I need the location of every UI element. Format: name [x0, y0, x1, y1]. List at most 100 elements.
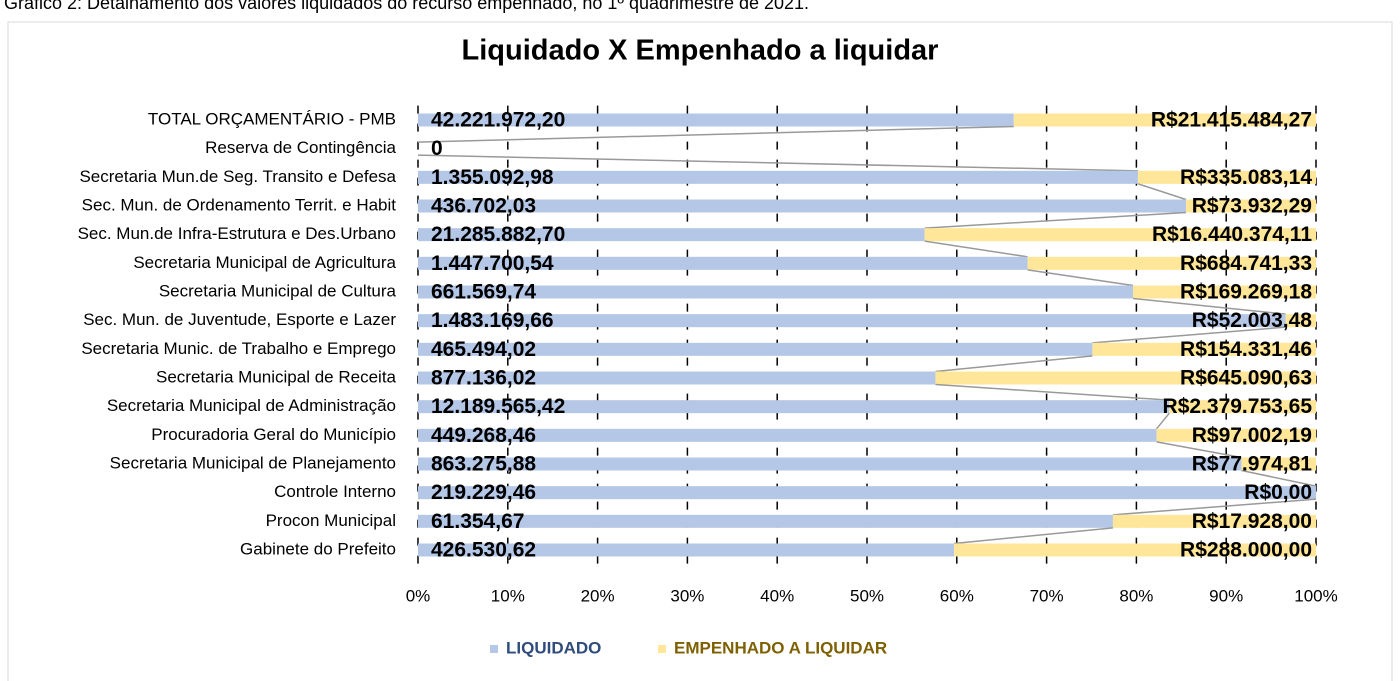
- bar-segment: [1137, 170, 1316, 184]
- bar-segment: [935, 371, 1316, 385]
- bar-segment: [418, 199, 1186, 213]
- value-label: 21.285.882,70: [431, 223, 565, 246]
- x-tick-label: 50%: [850, 586, 884, 605]
- value-label: 42.221.972,20: [431, 109, 565, 132]
- category-label: Sec. Mun. de Juventude, Esporte e Lazer: [83, 310, 396, 329]
- series-line: [1155, 412, 1170, 430]
- legend-label: EMPENHADO A LIQUIDAR: [674, 638, 887, 657]
- x-tick-label: 30%: [670, 586, 704, 605]
- category-label: Secretaria Munic. de Trabalho e Emprego: [81, 339, 396, 358]
- series-line: [1241, 469, 1317, 487]
- series-line: [1132, 297, 1286, 315]
- legend-swatch: [490, 645, 498, 653]
- bar-segment: [418, 486, 1316, 500]
- bar-segment: [418, 457, 1242, 471]
- chart-title: Liquidado X Empenhado a liquidar: [462, 35, 939, 67]
- value-label: R$97.002,19: [1192, 424, 1312, 447]
- x-tick-label: 40%: [760, 586, 794, 605]
- bar-segment: [418, 113, 1014, 127]
- category-label: TOTAL ORÇAMENTÁRIO - PMB: [148, 109, 396, 128]
- x-tick-label: 20%: [581, 586, 615, 605]
- x-tick-label: 100%: [1294, 586, 1337, 605]
- value-label: R$169.269,18: [1180, 281, 1312, 304]
- series-line: [935, 383, 1170, 401]
- series-line: [1027, 269, 1134, 287]
- bar-segment: [418, 285, 1134, 299]
- value-label: R$77.974,81: [1192, 453, 1313, 476]
- value-label: 426.530,62: [431, 539, 536, 562]
- series-line: [1156, 441, 1242, 459]
- value-label: R$154.331,46: [1180, 338, 1312, 361]
- category-label: Secretaria Municipal de Planejamento: [110, 453, 396, 472]
- bar-segment: [418, 371, 936, 385]
- value-label: R$335.083,14: [1180, 166, 1312, 189]
- series-line: [417, 154, 1138, 172]
- value-label: R$21.415.484,27: [1151, 109, 1312, 132]
- bar-segment: [1112, 514, 1316, 528]
- bar-segment: [1185, 199, 1316, 213]
- category-label: Controle Interno: [274, 482, 396, 501]
- category-label: Procuradoria Geral do Município: [151, 425, 396, 444]
- bar-segment: [1241, 457, 1316, 471]
- series-line: [417, 125, 1014, 143]
- bar-segment: [1133, 285, 1316, 299]
- bar-segment: [1169, 400, 1316, 414]
- series-line: [1092, 326, 1286, 344]
- bar-segment: [924, 228, 1316, 242]
- bar-segment: [418, 314, 1286, 328]
- value-label: 12.189.565,42: [431, 395, 565, 418]
- value-label: 449.268,46: [431, 424, 536, 447]
- category-label: Secretaria Municipal de Agricultura: [133, 253, 396, 272]
- category-label: Reserva de Contingência: [205, 138, 396, 157]
- series-line: [1112, 498, 1317, 516]
- value-label: 877.136,02: [431, 367, 536, 390]
- bar-segment: [418, 256, 1028, 270]
- value-label: 0: [431, 137, 443, 160]
- x-tick-label: 70%: [1030, 586, 1064, 605]
- value-label: R$684.741,33: [1180, 252, 1312, 275]
- category-label: Secretaria Mun.de Seg. Transito e Defesa: [79, 167, 396, 186]
- series-line: [924, 211, 1187, 229]
- category-label: Secretaria Municipal de Administração: [107, 396, 396, 415]
- category-label: Secretaria Municipal de Cultura: [159, 281, 397, 300]
- bar-segment: [418, 170, 1138, 184]
- x-tick-label: 10%: [491, 586, 525, 605]
- category-label: Sec. Mun. de Ordenamento Territ. e Habit: [82, 195, 397, 214]
- value-label: R$16.440.374,11: [1152, 223, 1312, 246]
- value-label: 1.447.700,54: [431, 252, 554, 275]
- value-label: R$0,00: [1244, 481, 1312, 504]
- bar-segment: [1156, 428, 1316, 442]
- value-label: R$17.928,00: [1192, 510, 1312, 533]
- x-tick-label: 0%: [406, 586, 431, 605]
- x-tick-label: 80%: [1119, 586, 1153, 605]
- x-tick-label: 90%: [1209, 586, 1243, 605]
- x-tick-label: 60%: [940, 586, 974, 605]
- category-label: Procon Municipal: [266, 511, 396, 530]
- series-line: [1137, 183, 1187, 201]
- series-line: [953, 527, 1114, 545]
- category-label: Gabinete do Prefeito: [240, 539, 396, 558]
- value-label: 61.354,67: [431, 510, 524, 533]
- value-label: R$645.090,63: [1180, 367, 1312, 390]
- value-label: 863.275,88: [431, 453, 536, 476]
- series-line: [935, 355, 1093, 373]
- value-label: 436.702,03: [431, 195, 536, 218]
- value-label: 661.569,74: [431, 281, 536, 304]
- value-label: R$52.003,48: [1192, 309, 1313, 332]
- category-label: Secretaria Municipal de Receita: [156, 367, 397, 386]
- legend-swatch: [658, 645, 666, 653]
- value-label: 1.355.092,98: [431, 166, 554, 189]
- bar-segment: [418, 400, 1170, 414]
- caption: Gráfico 2: Detalhamento dos valores liqu…: [4, 0, 809, 13]
- series-line: [924, 240, 1028, 258]
- value-label: 1.483.169,66: [431, 309, 554, 332]
- bar-segment: [1285, 314, 1316, 328]
- bar-segment: [418, 342, 1093, 356]
- bar-segment: [1027, 256, 1316, 270]
- value-label: R$2.379.753,65: [1163, 395, 1313, 418]
- bar-segment: [1013, 113, 1316, 127]
- bar-segment: [418, 514, 1113, 528]
- value-label: 219.229,46: [431, 481, 536, 504]
- bar-segment: [418, 428, 1157, 442]
